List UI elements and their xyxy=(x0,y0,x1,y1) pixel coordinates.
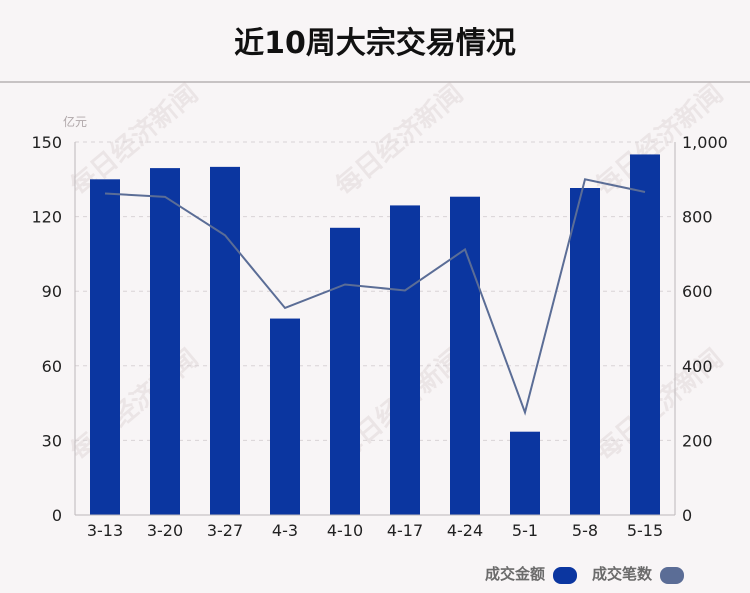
bar xyxy=(510,431,540,515)
bar-series xyxy=(90,154,660,516)
x-tick-label: 5-8 xyxy=(572,521,598,540)
y-right-tick-label: 1,000 xyxy=(682,133,728,152)
x-tick-label: 3-27 xyxy=(207,521,243,540)
x-tick-label: 4-17 xyxy=(387,521,423,540)
bar xyxy=(450,196,480,515)
x-tick-label: 4-3 xyxy=(272,521,298,540)
y-right-tick-label: 200 xyxy=(682,431,713,450)
bar xyxy=(150,168,180,516)
y-left-axis-label: 亿元 xyxy=(63,114,87,129)
legend-swatch-amount xyxy=(553,567,577,584)
y-left-tick-label: 30 xyxy=(42,431,62,450)
y-right-tick-label: 800 xyxy=(682,208,713,227)
chart-title: 近10周大宗交易情况 xyxy=(234,26,516,61)
bar xyxy=(330,227,360,516)
y-right-tick-label: 600 xyxy=(682,282,713,301)
legend-label-amount: 成交金额 xyxy=(485,565,545,583)
legend-swatch-count xyxy=(660,567,684,584)
title-divider xyxy=(0,81,750,83)
x-tick-label: 4-10 xyxy=(327,521,363,540)
bar xyxy=(390,205,420,515)
bar xyxy=(270,318,300,515)
y-left-tick-label: 150 xyxy=(31,133,62,152)
bar xyxy=(630,154,660,515)
y-right-tick-label: 400 xyxy=(682,357,713,376)
x-tick-label: 5-1 xyxy=(512,521,538,540)
legend-label-count: 成交笔数 xyxy=(592,565,653,583)
axes: 0 30 60 90 120 150 0 200 400 600 800 1,000 亿元 3-13 3-2… xyxy=(31,114,727,540)
y-left-tick-label: 120 xyxy=(31,208,62,227)
x-tick-label: 5-15 xyxy=(627,521,663,540)
y-left-tick-label: 60 xyxy=(42,357,62,376)
line-series xyxy=(104,178,646,416)
y-left-tick-label: 0 xyxy=(52,506,62,525)
line-series-path xyxy=(104,178,646,416)
y-right-tick-label: 0 xyxy=(682,506,692,525)
x-tick-label: 3-20 xyxy=(147,521,183,540)
y-left-tick-label: 90 xyxy=(42,282,62,301)
legend: 成交金额 成交笔数 xyxy=(485,565,684,584)
bar xyxy=(570,188,600,515)
bar xyxy=(210,166,240,515)
x-tick-label: 3-13 xyxy=(87,521,123,540)
bar xyxy=(90,179,120,516)
x-tick-label: 4-24 xyxy=(447,521,483,540)
